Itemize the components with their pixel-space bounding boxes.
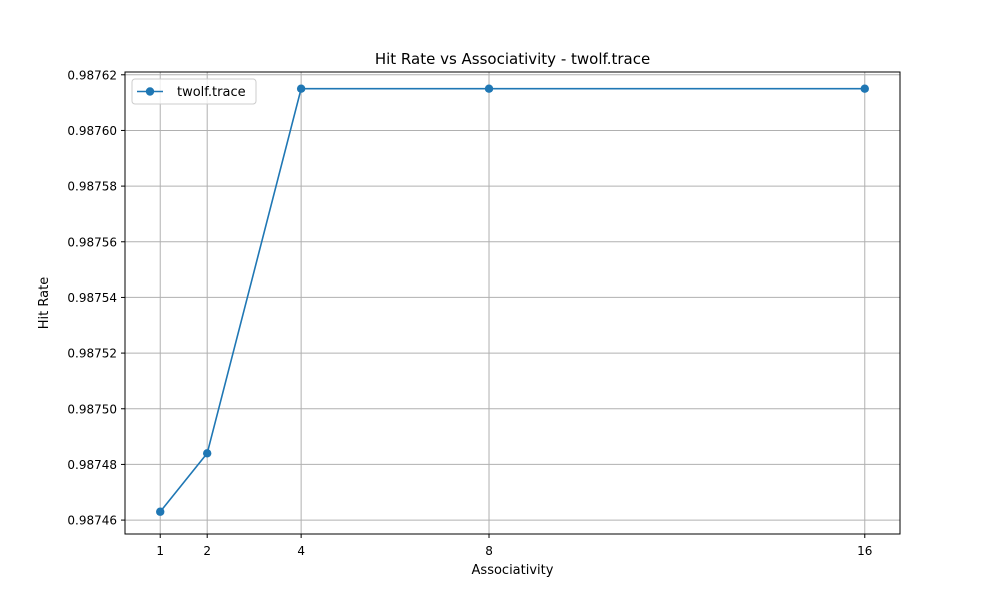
- x-tick-label: 16: [857, 544, 872, 558]
- y-tick-label: 0.98756: [67, 235, 117, 249]
- x-axis-ticks: 1 2 4 8 16: [156, 534, 872, 558]
- data-point: [296, 84, 306, 93]
- chart-title: Hit Rate vs Associativity - twolf.trace: [375, 50, 650, 68]
- legend: twolf.trace: [131, 78, 257, 105]
- y-tick-label: 0.98746: [67, 514, 117, 528]
- x-tick-label: 8: [485, 544, 493, 558]
- grid-lines: [125, 72, 900, 534]
- data-point: [156, 507, 165, 516]
- x-tick-label: 4: [297, 544, 305, 558]
- y-tick-label: 0.98748: [67, 458, 117, 472]
- y-tick-label: 0.98758: [67, 180, 117, 194]
- legend-label: twolf.trace: [177, 85, 246, 100]
- legend-marker: [145, 87, 155, 96]
- y-axis-ticks: 0.98746 0.98748 0.98750 0.98752 0.98754 0.987…: [67, 68, 125, 528]
- y-tick-label: 0.98760: [67, 124, 117, 138]
- y-tick-label: 0.98752: [67, 347, 117, 361]
- data-point: [202, 449, 212, 458]
- y-tick-label: 0.98754: [67, 291, 117, 305]
- x-axis-label: Associativity: [472, 563, 554, 578]
- y-axis-label: Hit Rate: [37, 277, 52, 329]
- legend-box: [131, 78, 257, 105]
- series-layer: [156, 84, 869, 516]
- plot-frame: [124, 71, 901, 535]
- x-tick-label: 1: [156, 544, 164, 558]
- data-point: [860, 84, 869, 93]
- x-tick-label: 2: [203, 544, 211, 558]
- y-tick-label: 0.98762: [67, 68, 117, 82]
- data-point: [484, 84, 494, 93]
- y-tick-label: 0.98750: [67, 402, 117, 416]
